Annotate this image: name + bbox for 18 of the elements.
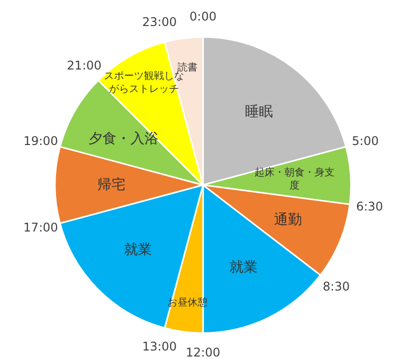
text: 6:30 bbox=[356, 199, 384, 214]
slice-label: 読書 bbox=[178, 61, 198, 74]
text: 23:00 bbox=[142, 15, 177, 30]
text: 8:30 bbox=[322, 280, 350, 294]
text: 19:00 bbox=[23, 134, 58, 148]
text: 12:00 bbox=[186, 345, 220, 359]
slice-label: 夕食・入浴 bbox=[88, 130, 159, 147]
slice-label: 就業 bbox=[124, 242, 152, 258]
text: 17:00 bbox=[23, 220, 58, 235]
slice-label: 帰宅 bbox=[97, 176, 126, 193]
text: 13:00 bbox=[142, 340, 177, 354]
slice-label: 就業 bbox=[230, 259, 258, 276]
slice-label: 睡眠 bbox=[244, 104, 273, 120]
slice-label: 通勤 bbox=[274, 212, 302, 228]
text: 0:00 bbox=[190, 9, 216, 24]
text: 5:00 bbox=[352, 134, 379, 148]
text: 21:00 bbox=[66, 58, 102, 72]
slice-label: 起床・朝食・身支度 bbox=[254, 166, 335, 192]
